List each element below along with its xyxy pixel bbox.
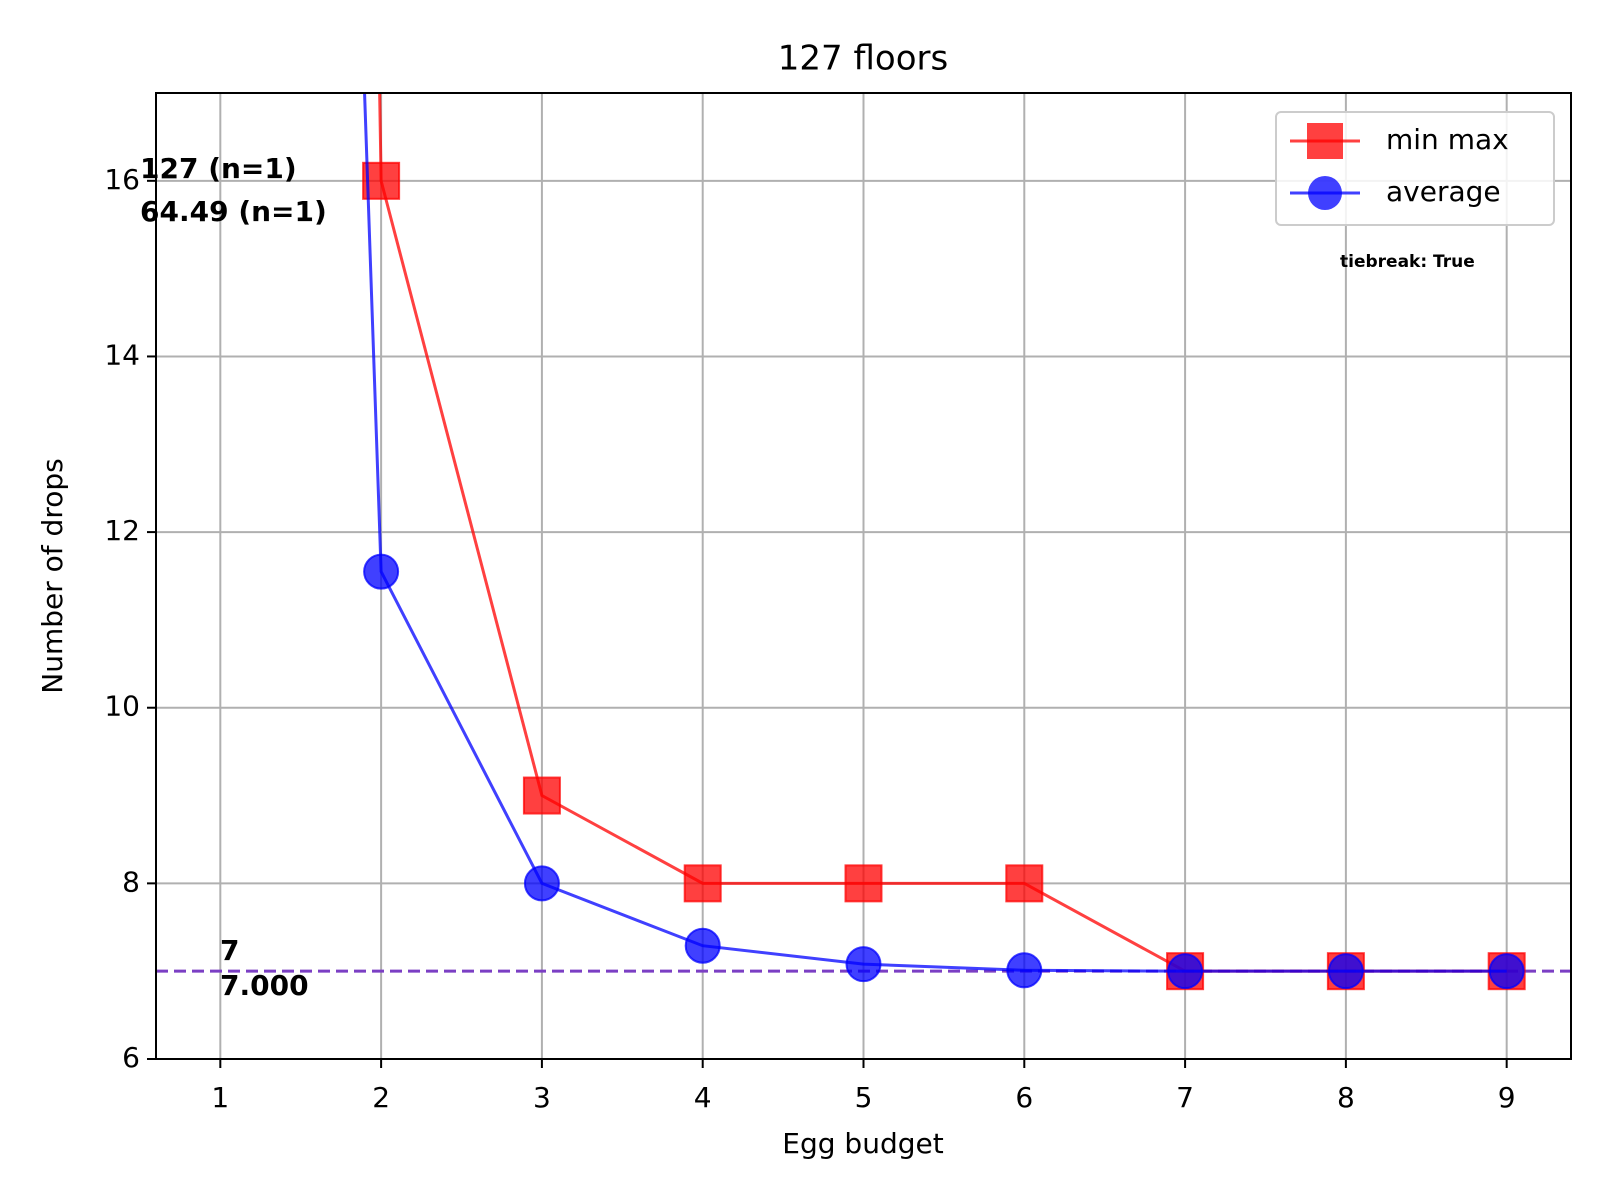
x-tick-label: 9 — [1498, 1081, 1516, 1114]
marker — [844, 864, 883, 903]
x-tick-label: 2 — [372, 1081, 390, 1114]
x-tick-label: 3 — [533, 1081, 551, 1114]
x-tick-label: 4 — [694, 1081, 712, 1114]
x-tick-label: 5 — [855, 1081, 873, 1114]
marker — [1006, 952, 1043, 989]
plot-frame — [155, 92, 1572, 1060]
x-axis-label: Egg budget — [782, 1127, 943, 1160]
legend-label: average — [1386, 175, 1501, 208]
y-tick-label: 10 — [104, 690, 140, 723]
y-tick-label: 16 — [104, 163, 140, 196]
marker — [523, 865, 560, 902]
y-tick-label: 8 — [122, 865, 140, 898]
x-tick-label: 1 — [211, 1081, 229, 1114]
marker — [845, 946, 882, 983]
marker — [522, 776, 561, 815]
legend-label: min max — [1386, 123, 1509, 156]
plot-area — [362, 93, 1526, 991]
annotation: 7 — [220, 934, 239, 967]
marker — [1005, 864, 1044, 903]
x-tick-label: 7 — [1176, 1081, 1194, 1114]
y-axis-label: Number of drops — [36, 458, 69, 693]
marker — [1488, 953, 1525, 990]
annotation: 64.49 (n=1) — [140, 195, 327, 228]
annotation: 7.000 — [220, 969, 309, 1002]
legend-marker — [1307, 123, 1343, 159]
marker — [684, 927, 721, 964]
y-tick-label: 12 — [104, 514, 140, 547]
chart-title: 127 floors — [778, 39, 948, 79]
legend-marker — [1308, 176, 1342, 210]
y-tick-label: 6 — [122, 1041, 140, 1074]
marker — [683, 864, 722, 903]
x-tick-label: 6 — [1015, 1081, 1033, 1114]
x-tick-label: 8 — [1337, 1081, 1355, 1114]
marker — [363, 553, 400, 590]
marker — [1327, 953, 1364, 990]
annotation: 127 (n=1) — [140, 152, 297, 185]
marker — [1167, 953, 1204, 990]
y-tick-label: 14 — [104, 338, 140, 371]
annotation: tiebreak: True — [1340, 252, 1475, 272]
